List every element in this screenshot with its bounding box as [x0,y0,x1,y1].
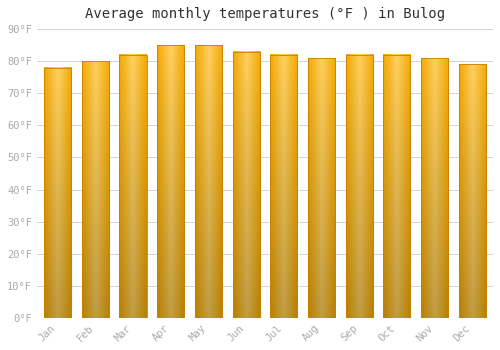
Bar [308,58,335,318]
Bar [195,45,222,318]
Bar [346,55,373,318]
Bar [458,64,486,318]
Bar [232,51,260,318]
Bar [384,55,410,318]
Bar [421,58,448,318]
Bar [44,68,71,318]
Title: Average monthly temperatures (°F ) in Bulog: Average monthly temperatures (°F ) in Bu… [85,7,445,21]
Bar [157,45,184,318]
Bar [270,55,297,318]
Bar [120,55,146,318]
Bar [82,61,109,318]
